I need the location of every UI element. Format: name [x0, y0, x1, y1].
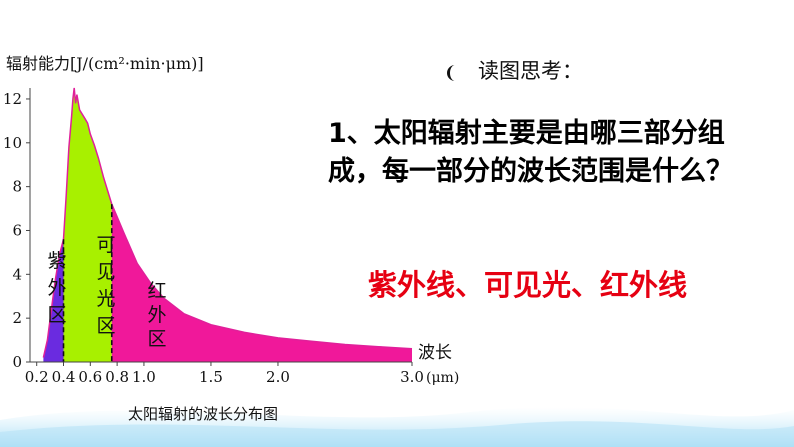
region-visible — [63, 88, 112, 362]
label-ultraviolet: 紫外区 — [47, 250, 66, 326]
x-tick-label: 0.4 — [52, 368, 76, 386]
y-tick-label: 12 — [3, 90, 22, 108]
chart-caption: 太阳辐射的波长分布图 — [128, 405, 279, 423]
radiation-curve — [42, 87, 413, 358]
region-label-char: 红 — [147, 280, 166, 302]
x-tick-label: 0.2 — [25, 368, 49, 386]
x-tick-label: 0.6 — [78, 368, 102, 386]
x-axis-unit: (μm) — [426, 370, 459, 386]
x-tick-label: 2.0 — [266, 368, 290, 386]
x-tick-label: 1.0 — [132, 368, 156, 386]
region-label-char: 可 — [96, 234, 115, 256]
reading-prompt: 读图思考： — [478, 59, 583, 83]
y-tick-label: 10 — [3, 134, 22, 152]
region-label-char: 光 — [96, 288, 115, 310]
answer-text: 紫外线、可见光、红外线 — [368, 268, 688, 302]
region-label-char: 见 — [96, 261, 115, 283]
y-tick-label: 6 — [12, 221, 22, 239]
x-tick-label: 0.8 — [105, 368, 129, 386]
region-label-char: 区 — [147, 328, 166, 350]
region-infrared — [111, 204, 413, 362]
region-label-char: 外 — [47, 277, 66, 299]
region-label-char: 区 — [47, 304, 66, 326]
region-label-char: 外 — [147, 304, 166, 326]
y-tick-label: 2 — [12, 309, 22, 327]
y-tick-label: 0 — [12, 353, 22, 371]
x-tick-label: 3.0 — [400, 368, 424, 386]
x-tick-label: 1.5 — [199, 368, 223, 386]
x-axis-title: 波长 — [418, 343, 452, 363]
y-tick-label: 4 — [12, 265, 22, 283]
region-label-char: 紫 — [47, 250, 66, 272]
region-ultraviolet — [43, 239, 64, 362]
region-label-char: 区 — [96, 315, 115, 337]
question-text: 1、太阳辐射主要是由哪三部分组成，每一部分的波长范围是什么？ — [328, 118, 733, 187]
label-infrared: 红外区 — [147, 280, 166, 350]
decorative-wave-band — [0, 407, 794, 447]
y-axis-title: 辐射能力[J/(cm²·min·μm)] — [6, 54, 204, 73]
y-tick-label: 8 — [12, 178, 22, 196]
half-moon-bullet-icon — [447, 65, 455, 81]
